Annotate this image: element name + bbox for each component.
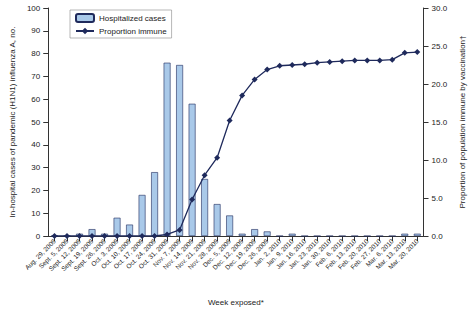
svg-text:Proportion of population immun: Proportion of population immune by vacci… <box>458 36 467 209</box>
svg-text:Feb. 13, 2010: Feb. 13, 2010 <box>323 237 358 271</box>
svg-text:Sept. 12, 2009: Sept. 12, 2009 <box>47 237 82 273</box>
svg-text:20: 20 <box>31 186 40 195</box>
svg-text:100: 100 <box>27 4 41 13</box>
svg-text:Oct. 3, 2009: Oct. 3, 2009 <box>89 237 120 268</box>
svg-text:Mar. 6, 2010: Mar. 6, 2010 <box>364 237 395 268</box>
svg-text:25.0: 25.0 <box>432 42 448 51</box>
svg-text:Dec. 19, 2009: Dec. 19, 2009 <box>223 237 258 271</box>
svg-text:60: 60 <box>31 95 40 104</box>
svg-text:Feb. 20, 2010: Feb. 20, 2010 <box>336 237 370 271</box>
svg-text:Dec. 26, 2009: Dec. 26, 2009 <box>236 237 270 271</box>
svg-text:Sept. 19, 2009: Sept. 19, 2009 <box>59 237 95 273</box>
svg-text:Mar. 20, 2010: Mar. 20, 2010 <box>387 237 420 270</box>
svg-text:80: 80 <box>31 49 40 58</box>
svg-text:Jan. 30, 2010: Jan. 30, 2010 <box>299 237 333 271</box>
svg-text:50: 50 <box>31 118 40 127</box>
svg-text:Oct. 10, 2009: Oct. 10, 2009 <box>99 237 132 270</box>
svg-text:Jan. 9, 2010: Jan. 9, 2010 <box>264 237 295 268</box>
svg-text:In-hospital cases of pandemic: In-hospital cases of pandemic (H1N1) inf… <box>8 27 17 218</box>
svg-text:Oct. 24, 2009: Oct. 24, 2009 <box>124 237 158 270</box>
svg-text:0: 0 <box>36 232 41 241</box>
svg-text:Hospitalized cases: Hospitalized cases <box>99 14 166 23</box>
svg-text:Oct. 31, 2009: Oct. 31, 2009 <box>137 237 170 270</box>
svg-text:10.0: 10.0 <box>432 156 448 165</box>
svg-text:40: 40 <box>31 140 40 149</box>
svg-text:20.0: 20.0 <box>432 80 448 89</box>
svg-text:Feb. 6, 2010: Feb. 6, 2010 <box>314 237 345 269</box>
svg-text:Week exposed*: Week exposed* <box>208 298 264 307</box>
svg-text:Mar. 13, 2010: Mar. 13, 2010 <box>374 237 408 271</box>
svg-text:Sept. 5, 2009: Sept. 5, 2009 <box>37 237 70 270</box>
svg-text:Sept. 26, 2009: Sept. 26, 2009 <box>72 237 107 273</box>
svg-text:Nov. 21, 2009: Nov. 21, 2009 <box>173 237 208 271</box>
svg-text:Dec. 5, 2009: Dec. 5, 2009 <box>201 237 233 269</box>
svg-text:0.0: 0.0 <box>432 232 444 241</box>
svg-text:30: 30 <box>31 163 40 172</box>
svg-text:Feb. 27, 2010: Feb. 27, 2010 <box>349 237 383 271</box>
svg-text:5.0: 5.0 <box>432 194 444 203</box>
svg-text:Nov. 7, 2009: Nov. 7, 2009 <box>151 237 183 269</box>
svg-text:90: 90 <box>31 26 40 35</box>
svg-text:Jan. 16, 2010: Jan. 16, 2010 <box>274 237 308 271</box>
svg-text:70: 70 <box>31 72 40 81</box>
svg-text:10: 10 <box>31 209 40 218</box>
svg-text:15.0: 15.0 <box>432 118 448 127</box>
svg-text:Jan. 2, 2010: Jan. 2, 2010 <box>252 237 283 268</box>
svg-text:Nov. 14, 2009: Nov. 14, 2009 <box>161 237 195 271</box>
svg-text:Jan. 23, 2010: Jan. 23, 2010 <box>286 237 320 271</box>
svg-text:Aug. 29, 2009: Aug. 29, 2009 <box>23 237 57 271</box>
svg-text:Dec. 12, 2009: Dec. 12, 2009 <box>211 237 245 271</box>
svg-text:Proportion immune: Proportion immune <box>99 27 167 36</box>
svg-text:Nov. 28, 2009: Nov. 28, 2009 <box>186 237 220 271</box>
svg-text:30.0: 30.0 <box>432 4 448 13</box>
svg-text:Oct. 17, 2009: Oct. 17, 2009 <box>112 237 145 270</box>
